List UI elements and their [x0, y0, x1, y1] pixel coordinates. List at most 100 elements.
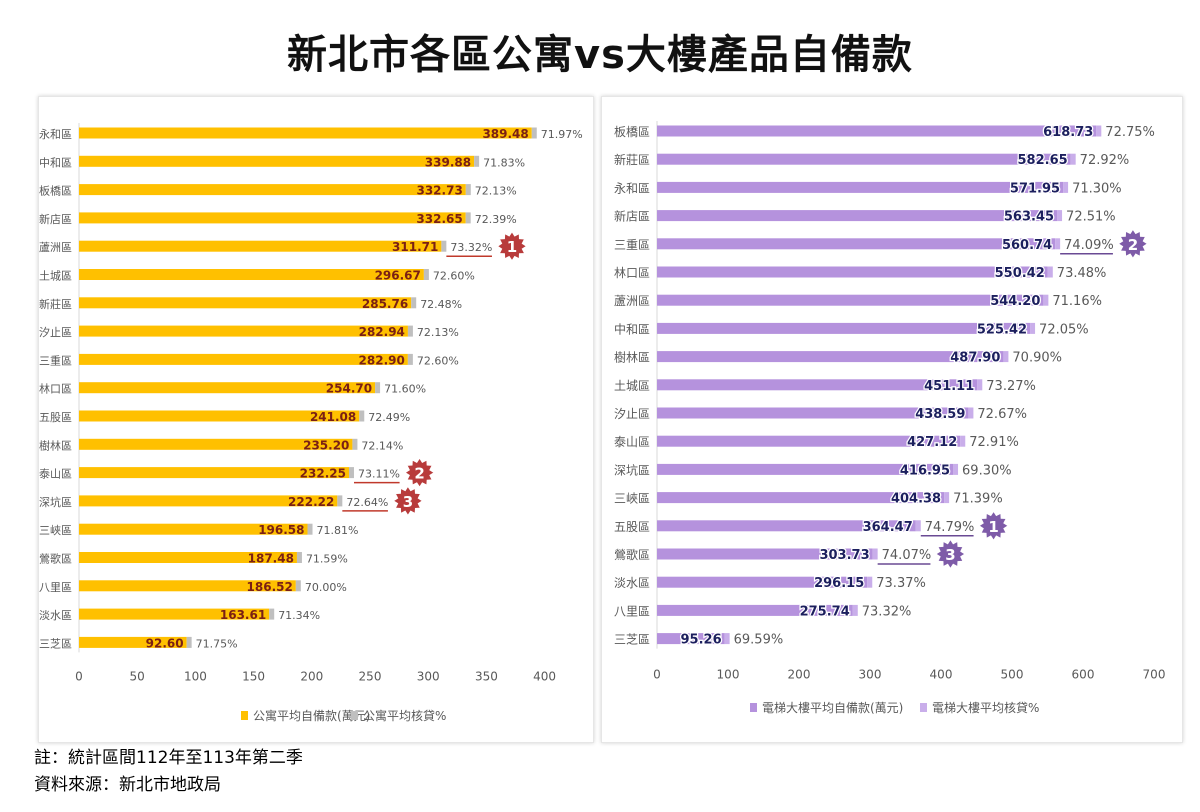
- value-label: 232.25: [300, 467, 346, 481]
- value-label: 222.22: [288, 495, 334, 509]
- bar: [79, 523, 308, 535]
- bar: [657, 435, 961, 447]
- percent-label: 72.60%: [417, 354, 459, 367]
- pct-bar: [960, 435, 966, 447]
- pct-bar: [1063, 181, 1069, 193]
- building-chart-panel: 板橋區 618.73 72.75% 新莊區 582.65 72.92% 永和區 571.95 7…: [601, 96, 1183, 743]
- pct-bar: [186, 636, 192, 648]
- value-label: 487.90: [950, 351, 1000, 366]
- pct-bar: [852, 604, 858, 616]
- category-label: 五股區: [39, 411, 72, 424]
- value-label: 339.88: [425, 155, 471, 169]
- pct-bar: [441, 240, 447, 252]
- percent-label: 71.83%: [483, 156, 525, 169]
- percent-label: 71.16%: [1052, 294, 1102, 309]
- category-label: 鶯歌區: [39, 552, 72, 566]
- rank-badge: [495, 229, 529, 263]
- percent-label: 72.60%: [433, 270, 475, 283]
- x-tick-label: 400: [533, 669, 556, 683]
- pct-bar: [1003, 351, 1009, 363]
- percent-label: 71.81%: [317, 524, 359, 537]
- value-label: 544.20: [990, 294, 1040, 309]
- category-label: 三重區: [614, 238, 650, 252]
- pct-bar: [375, 382, 381, 394]
- bar: [79, 127, 532, 139]
- x-tick-label: 300: [859, 668, 882, 682]
- x-tick-label: 0: [75, 669, 83, 683]
- bar: [657, 294, 1044, 306]
- value-label: 282.94: [359, 325, 405, 339]
- percent-label: 70.90%: [1012, 351, 1062, 366]
- pct-bar: [867, 576, 873, 588]
- rank-badge-number: 1: [988, 518, 998, 536]
- pct-bar: [724, 633, 730, 645]
- pct-bar: [407, 325, 413, 337]
- percent-label: 71.60%: [384, 383, 426, 396]
- bar: [79, 325, 408, 337]
- pct-bar: [915, 520, 921, 532]
- percent-label: 74.07%: [882, 548, 932, 563]
- x-tick-label: 0: [653, 668, 661, 682]
- percent-label: 72.13%: [475, 185, 517, 198]
- pct-bar: [352, 438, 358, 450]
- rank-badge: [1116, 227, 1150, 261]
- bar: [79, 297, 412, 309]
- pct-bar: [1030, 322, 1036, 334]
- bar: [657, 633, 725, 645]
- value-label: 525.42: [977, 322, 1027, 337]
- pct-bar: [1096, 125, 1102, 137]
- category-label: 深坑區: [614, 462, 650, 477]
- category-label: 三重區: [39, 353, 72, 367]
- percent-label: 73.32%: [450, 241, 492, 254]
- value-label: 254.70: [326, 382, 372, 396]
- value-label: 332.65: [416, 212, 462, 226]
- x-tick-label: 300: [417, 669, 440, 683]
- category-label: 八里區: [39, 581, 72, 594]
- percent-label: 72.13%: [417, 326, 459, 339]
- value-label: 163.61: [220, 608, 266, 622]
- category-label: 土城區: [614, 379, 650, 393]
- percent-label: 71.34%: [278, 609, 320, 622]
- category-label: 鶯歌區: [614, 547, 650, 562]
- rank-badge-number: 3: [945, 546, 955, 564]
- percent-label: 74.79%: [925, 520, 975, 535]
- bar: [657, 463, 954, 475]
- rank-badge-number: 2: [414, 465, 424, 483]
- value-label: 416.95: [900, 463, 950, 478]
- percent-label: 73.37%: [876, 576, 926, 591]
- bar: [79, 184, 466, 196]
- value-label: 282.90: [359, 353, 405, 367]
- value-label: 582.65: [1018, 153, 1068, 168]
- value-label: 332.73: [416, 184, 462, 198]
- percent-label: 72.39%: [475, 213, 517, 226]
- percent-label: 72.67%: [977, 407, 1027, 422]
- value-label: 187.48: [248, 552, 294, 566]
- value-label: 92.60: [146, 636, 184, 650]
- x-tick-label: 400: [930, 668, 953, 682]
- category-label: 中和區: [614, 321, 650, 336]
- bar: [79, 155, 475, 167]
- category-label: 三峽區: [39, 524, 72, 537]
- rank-badge-number: 3: [403, 493, 413, 511]
- category-label: 永和區: [39, 127, 72, 141]
- category-label: 汐止區: [614, 406, 650, 421]
- percent-label: 71.30%: [1072, 181, 1122, 196]
- bar: [79, 636, 187, 648]
- pct-bar: [269, 608, 275, 620]
- value-label: 438.59: [915, 407, 965, 422]
- pct-bar: [423, 269, 429, 280]
- bar: [79, 382, 376, 394]
- value-label: 311.71: [392, 240, 438, 254]
- category-label: 板橋區: [39, 184, 72, 198]
- percent-label: 72.49%: [368, 411, 410, 424]
- x-tick-label: 700: [1143, 668, 1166, 682]
- pct-bar: [1057, 210, 1063, 222]
- category-label: 新莊區: [614, 152, 650, 167]
- percent-label: 74.09%: [1064, 238, 1114, 253]
- category-label: 林口區: [614, 266, 650, 280]
- bar: [79, 467, 349, 479]
- category-label: 汐止區: [39, 325, 72, 339]
- bar: [657, 351, 1004, 363]
- bar: [79, 580, 296, 592]
- bar: [79, 353, 408, 365]
